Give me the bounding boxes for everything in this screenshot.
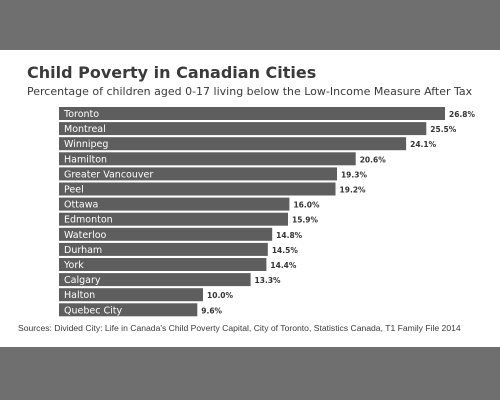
chart-card: Child Poverty in Canadian Cities Percent… <box>0 50 500 347</box>
bar-category-label: Peel <box>64 185 84 196</box>
bar-category-label: Montreal <box>64 124 106 135</box>
bar-value-label: 26.8% <box>449 110 476 119</box>
bar <box>59 288 203 302</box>
bar-category-label: Ottawa <box>64 200 98 211</box>
bar-value-label: 14.4% <box>270 261 297 270</box>
bar-value-label: 20.6% <box>360 155 387 164</box>
bar-category-label: Quebec City <box>64 305 122 316</box>
bar-value-label: 19.2% <box>340 186 367 195</box>
chart-subtitle: Percentage of children aged 0-17 living … <box>27 85 473 98</box>
bar-category-label: Hamilton <box>64 154 107 165</box>
bar <box>59 227 273 241</box>
bar-value-label: 10.0% <box>207 291 234 300</box>
chart-title: Child Poverty in Canadian Cities <box>27 63 317 82</box>
bar <box>59 258 267 271</box>
bar-value-label: 15.9% <box>292 216 319 225</box>
bar-category-label: Greater Vancouver <box>64 169 153 180</box>
bar-value-label: 9.6% <box>201 306 222 315</box>
bar-category-label: York <box>63 260 84 271</box>
bar <box>59 303 198 317</box>
bar-value-label: 14.8% <box>276 231 303 240</box>
bar <box>59 212 288 226</box>
bar <box>59 107 445 120</box>
bar-category-label: Halton <box>64 290 95 301</box>
bar <box>59 273 251 287</box>
bar-value-label: 16.0% <box>293 201 320 210</box>
bar <box>59 122 427 136</box>
bar-category-label: Toronto <box>63 109 99 120</box>
bar-value-label: 13.3% <box>255 276 282 285</box>
bar <box>59 242 268 256</box>
bar <box>59 167 337 181</box>
bar-value-label: 19.3% <box>341 170 368 179</box>
bar-category-label: Durham <box>64 245 102 256</box>
bar-chart: Toronto 26.8% Montreal 25.5% Winnipeg 24.1% Ha… <box>59 107 476 317</box>
bar <box>59 197 290 211</box>
bar <box>59 182 336 196</box>
chart-source: Sources: Divided City: Life in Canada's … <box>18 323 461 333</box>
bar-value-label: 24.1% <box>410 140 437 149</box>
bar <box>59 137 407 151</box>
bar-value-label: 25.5% <box>430 125 457 134</box>
bar-category-label: Winnipeg <box>64 139 108 150</box>
bar-category-label: Edmonton <box>64 215 113 226</box>
bar-category-label: Waterloo <box>64 230 107 241</box>
bar-category-label: Calgary <box>64 275 101 286</box>
bar-value-label: 14.5% <box>272 246 299 255</box>
bar <box>59 152 356 166</box>
